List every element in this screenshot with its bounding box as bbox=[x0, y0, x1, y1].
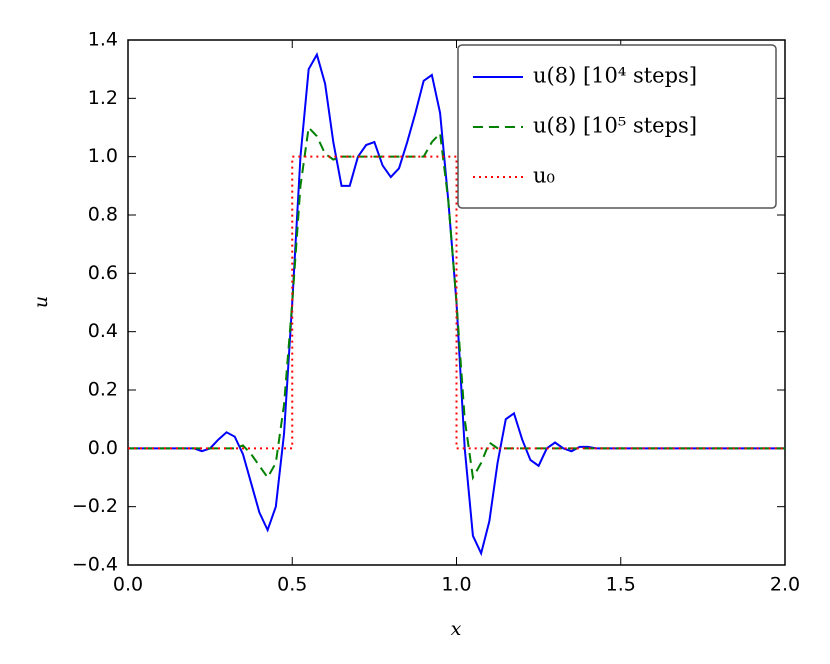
y-axis-label: u bbox=[30, 296, 52, 308]
y-tick-label: 1.4 bbox=[88, 29, 118, 51]
x-tick-label: 0.5 bbox=[277, 574, 307, 596]
x-axis-label: x bbox=[451, 618, 462, 640]
legend-label: u(8) [10⁵ steps] bbox=[533, 114, 697, 138]
y-tick-label: 0.6 bbox=[88, 262, 118, 284]
x-tick-label: 1.5 bbox=[606, 574, 636, 596]
legend-label: u(8) [10⁴ steps] bbox=[533, 64, 697, 88]
y-tick-label: 1.0 bbox=[88, 145, 118, 167]
legend-label: u₀ bbox=[533, 164, 555, 188]
y-tick-label: 0.0 bbox=[88, 437, 118, 459]
y-tick-label: −0.4 bbox=[72, 554, 118, 576]
y-tick-label: 0.4 bbox=[88, 320, 118, 342]
x-tick-label: 0.0 bbox=[113, 574, 143, 596]
x-tick-label: 1.0 bbox=[441, 574, 471, 596]
y-tick-label: 0.2 bbox=[88, 379, 118, 401]
series-line bbox=[128, 155, 785, 450]
x-tick-label: 2.0 bbox=[770, 574, 800, 596]
y-tick-label: −0.2 bbox=[72, 495, 118, 517]
legend-box bbox=[457, 44, 777, 209]
series-line bbox=[128, 51, 785, 557]
y-tick-label: 1.2 bbox=[88, 87, 118, 109]
y-tick-label: 0.8 bbox=[88, 204, 118, 226]
